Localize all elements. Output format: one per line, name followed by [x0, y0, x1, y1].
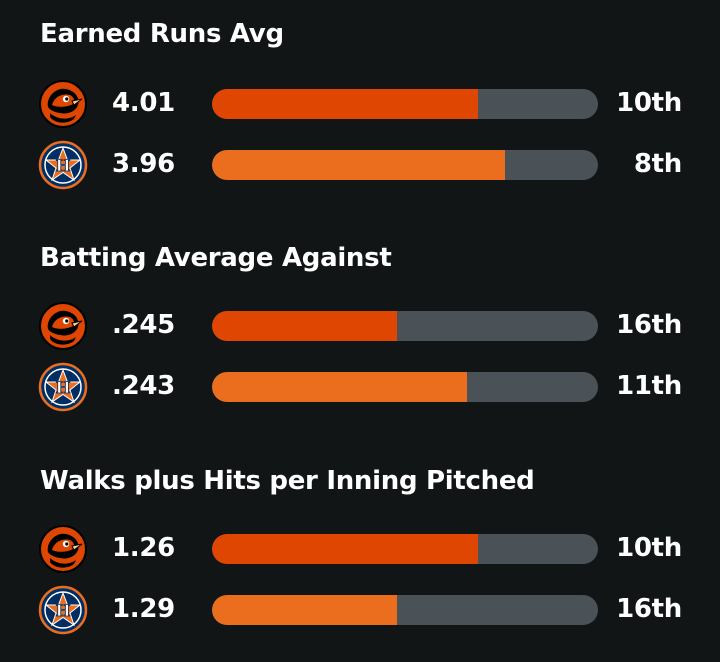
stat-bar-fill: [212, 150, 506, 180]
stat-value: 3.96: [112, 149, 175, 179]
league-rank: 8th: [633, 149, 682, 179]
stat-row-orioles: .245 16th: [0, 300, 720, 350]
league-rank: 16th: [616, 594, 682, 624]
orioles-bird-icon: [38, 301, 88, 351]
orioles-bird-icon: [38, 524, 88, 574]
astros-star-h-icon: H: [38, 585, 88, 635]
stat-value: 1.26: [112, 533, 175, 563]
astros-star-h-icon: H: [38, 140, 88, 190]
stat-row-orioles: 4.01 10th: [0, 78, 720, 128]
svg-text:H: H: [55, 601, 70, 620]
league-rank: 16th: [616, 310, 682, 340]
stat-row-astros: H 1.29 16th: [0, 584, 720, 635]
stat-bar-track: [212, 311, 598, 341]
stat-value: .243: [112, 371, 175, 401]
stat-bar-track: [212, 150, 598, 180]
league-rank: 10th: [616, 533, 682, 563]
svg-text:H: H: [55, 156, 70, 175]
stat-row-orioles: 1.26 10th: [0, 523, 720, 573]
orioles-bird-icon: [38, 79, 88, 129]
stat-value: 4.01: [112, 88, 175, 118]
league-rank: 11th: [616, 371, 682, 401]
stat-bar-fill: [212, 311, 398, 341]
astros-star-h-icon: H: [38, 362, 88, 412]
stat-bar-track: [212, 372, 598, 402]
section-title: Batting Average Against: [40, 243, 392, 273]
svg-text:H: H: [55, 378, 70, 397]
stat-bar-track: [212, 595, 598, 625]
stat-bar-track: [212, 534, 598, 564]
stat-bar-fill: [212, 89, 479, 119]
stat-bar-fill: [212, 372, 467, 402]
stat-bar-fill: [212, 534, 479, 564]
stat-row-astros: H 3.96 8th: [0, 139, 720, 190]
league-rank: 10th: [616, 88, 682, 118]
stat-value: .245: [112, 310, 175, 340]
stat-bar-fill: [212, 595, 398, 625]
stat-value: 1.29: [112, 594, 175, 624]
stat-row-astros: H .243 11th: [0, 361, 720, 412]
stat-bar-track: [212, 89, 598, 119]
section-title: Earned Runs Avg: [40, 19, 284, 49]
section-title: Walks plus Hits per Inning Pitched: [40, 466, 535, 496]
